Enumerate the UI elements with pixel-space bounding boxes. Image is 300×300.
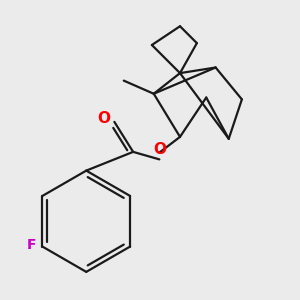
Text: O: O (98, 111, 110, 126)
Text: O: O (154, 142, 166, 158)
Text: F: F (26, 238, 36, 252)
